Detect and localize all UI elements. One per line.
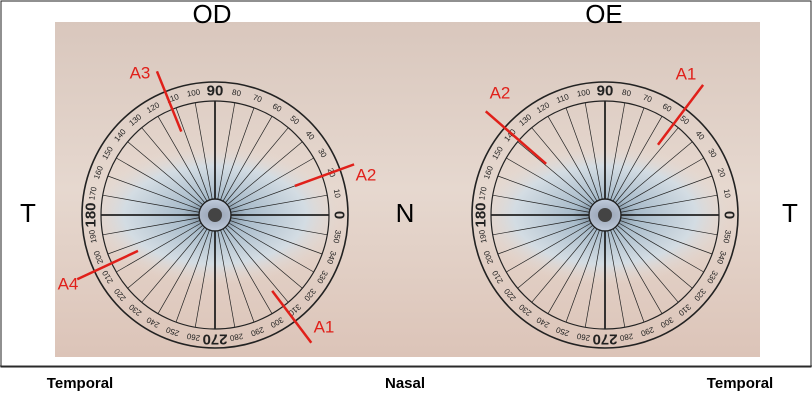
side-label: T bbox=[782, 198, 798, 228]
dial-label: 270 bbox=[592, 331, 617, 348]
axis-marker-label: A2 bbox=[356, 165, 377, 184]
axis-marker-label: A2 bbox=[490, 83, 511, 102]
axis-marker-label: A1 bbox=[676, 64, 697, 83]
dial-label: 90 bbox=[597, 82, 614, 99]
dial-label: 90 bbox=[207, 82, 224, 99]
dial-label: 0 bbox=[331, 211, 348, 219]
dial-label: 180 bbox=[472, 202, 489, 227]
dial-label: 270 bbox=[202, 331, 227, 348]
footer-label: Temporal bbox=[707, 375, 773, 392]
side-label: N bbox=[396, 198, 415, 228]
pupil bbox=[598, 208, 612, 222]
footer-label: Nasal bbox=[385, 375, 425, 392]
dial-label: 180 bbox=[82, 202, 99, 227]
axis-marker-label: A4 bbox=[58, 274, 79, 293]
eye-label: OD bbox=[193, 0, 232, 29]
eye-label: OE bbox=[585, 0, 623, 29]
pupil bbox=[208, 208, 222, 222]
side-label: T bbox=[20, 198, 36, 228]
axis-marker-label: A1 bbox=[314, 317, 335, 336]
footer-label: Temporal bbox=[47, 375, 113, 392]
eye-diagram: OD OE T N T Temporal Nasal Temporal 0102… bbox=[0, 0, 812, 405]
axis-marker-label: A3 bbox=[130, 63, 151, 82]
dial-label: 0 bbox=[721, 211, 738, 219]
